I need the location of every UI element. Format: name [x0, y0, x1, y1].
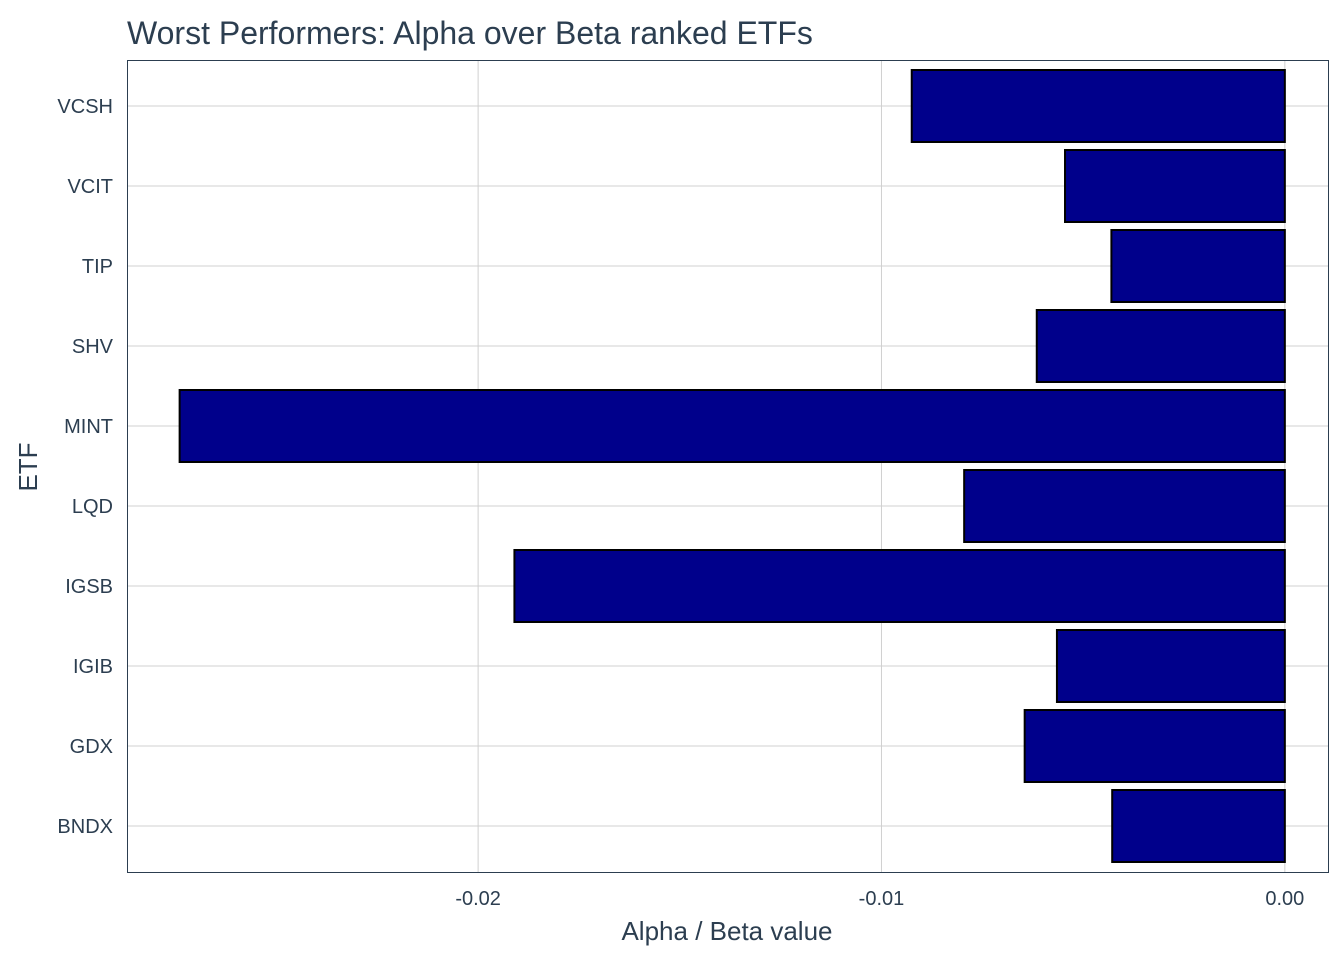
y-tick-label-igsb: IGSB	[65, 576, 113, 598]
y-tick-label-lqd: LQD	[72, 496, 113, 518]
bar-vcsh	[910, 69, 1286, 143]
bars	[178, 69, 1286, 863]
bar-tip	[1110, 229, 1286, 303]
bar-mint	[178, 389, 1286, 463]
y-tick-label-mint: MINT	[64, 416, 113, 438]
bar-bndx	[1111, 789, 1286, 863]
y-tick-label-bndx: BNDX	[57, 816, 113, 838]
bar-vcit	[1064, 149, 1286, 223]
y-tick-label-vcit: VCIT	[67, 176, 113, 198]
bar-igsb	[513, 549, 1286, 623]
panel-border	[127, 60, 1329, 873]
y-axis-title: ETF	[13, 442, 43, 491]
x-tick-labels: -0.02 -0.01 0.00	[455, 888, 1304, 910]
y-tick-label-shv: SHV	[72, 336, 114, 358]
y-tick-label-igib: IGIB	[73, 656, 113, 678]
y-tick-label-tip: TIP	[82, 256, 113, 278]
y-tick-labels: VCSH VCIT TIP SHV MINT LQD IGSB IGIB GDX BNDX	[57, 96, 113, 838]
bar-gdx	[1023, 709, 1286, 783]
y-tick-label-gdx: GDX	[70, 736, 113, 758]
bar-igib	[1055, 629, 1286, 703]
x-axis-title: Alpha / Beta value	[621, 916, 832, 946]
bar-shv	[1035, 309, 1286, 383]
chart-title: Worst Performers: Alpha over Beta ranked…	[127, 15, 813, 51]
bar-lqd	[963, 469, 1286, 543]
y-tick-label-vcsh: VCSH	[57, 96, 113, 118]
x-tick-label: 0.00	[1265, 888, 1304, 910]
x-tick-label: -0.02	[455, 888, 501, 910]
x-tick-label: -0.01	[859, 888, 905, 910]
